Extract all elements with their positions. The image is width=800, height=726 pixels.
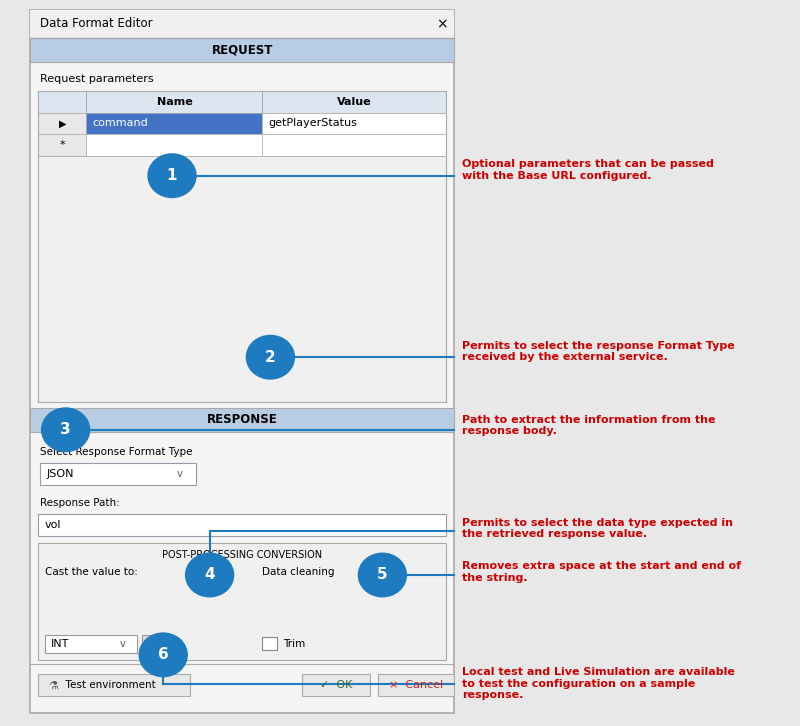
Circle shape [186, 553, 234, 597]
Text: 4: 4 [204, 568, 215, 582]
Text: Response Path:: Response Path: [40, 498, 120, 508]
Text: ▶: ▶ [58, 118, 66, 129]
Bar [262, 637, 277, 650]
Text: Trim: Trim [283, 639, 306, 649]
Text: command: command [93, 118, 149, 129]
Text: Test environment: Test environment [59, 680, 156, 690]
Text: Value: Value [337, 97, 372, 107]
Bar [38, 156, 446, 402]
Bar [45, 635, 137, 653]
Text: JSON: JSON [46, 469, 74, 479]
Text: Name: Name [157, 97, 192, 107]
Text: Data cleaning: Data cleaning [262, 567, 335, 577]
Bar [86, 134, 262, 156]
Text: *: * [59, 140, 66, 150]
Bar [38, 91, 446, 113]
Text: REQUEST: REQUEST [212, 44, 273, 56]
Bar [378, 674, 454, 696]
Bar [38, 113, 86, 134]
Bar [262, 134, 446, 156]
Bar [38, 134, 86, 156]
Bar [86, 113, 262, 134]
Text: 3: 3 [60, 423, 71, 437]
Text: Optional parameters that can be passed
with the Base URL configured.: Optional parameters that can be passed w… [462, 159, 714, 181]
Text: Permits to select the response Format Type
received by the external service.: Permits to select the response Format Ty… [462, 340, 735, 362]
Text: ×  Cancel: × Cancel [390, 680, 443, 690]
Text: v: v [177, 469, 183, 479]
Bar [262, 113, 446, 134]
Text: Cast the value to:: Cast the value to: [45, 567, 138, 577]
Bar [38, 543, 446, 660]
Text: 6: 6 [158, 648, 169, 662]
Text: 1: 1 [166, 168, 178, 183]
Text: ✓  OK: ✓ OK [320, 680, 353, 690]
Text: v: v [119, 639, 126, 649]
Text: Request parameters: Request parameters [40, 74, 154, 84]
Bar [38, 514, 446, 536]
Text: ×: × [437, 17, 448, 31]
Circle shape [139, 633, 187, 677]
Text: vol: vol [45, 520, 62, 530]
Text: Select Response Format Type: Select Response Format Type [40, 447, 193, 457]
Text: ...: ... [149, 639, 158, 649]
Text: Permits to select the data type expected in
the retrieved response value.: Permits to select the data type expected… [462, 518, 734, 539]
Text: 5: 5 [377, 568, 388, 582]
Text: Local test and Live Simulation are available
to test the configuration on a samp: Local test and Live Simulation are avail… [462, 667, 735, 701]
Text: getPlayerStatus: getPlayerStatus [269, 118, 358, 129]
Text: 2: 2 [265, 350, 276, 364]
Text: POST-PROCESSING CONVERSION: POST-PROCESSING CONVERSION [162, 550, 322, 560]
Bar [142, 635, 166, 653]
Bar [40, 463, 196, 485]
Circle shape [42, 408, 90, 452]
Text: Path to extract the information from the
response body.: Path to extract the information from the… [462, 415, 716, 436]
Text: RESPONSE: RESPONSE [207, 414, 278, 426]
Bar [30, 10, 454, 713]
Text: INT: INT [51, 639, 70, 649]
Text: ⚗: ⚗ [48, 680, 58, 690]
Text: Data Format Editor: Data Format Editor [40, 17, 153, 30]
Bar [38, 674, 190, 696]
Bar [38, 91, 446, 402]
Circle shape [148, 154, 196, 197]
Bar [30, 38, 454, 62]
Text: Removes extra space at the start and end of
the string.: Removes extra space at the start and end… [462, 561, 742, 583]
Circle shape [246, 335, 294, 379]
Circle shape [358, 553, 406, 597]
Bar [30, 10, 454, 38]
Bar [302, 674, 370, 696]
Bar [30, 408, 454, 432]
